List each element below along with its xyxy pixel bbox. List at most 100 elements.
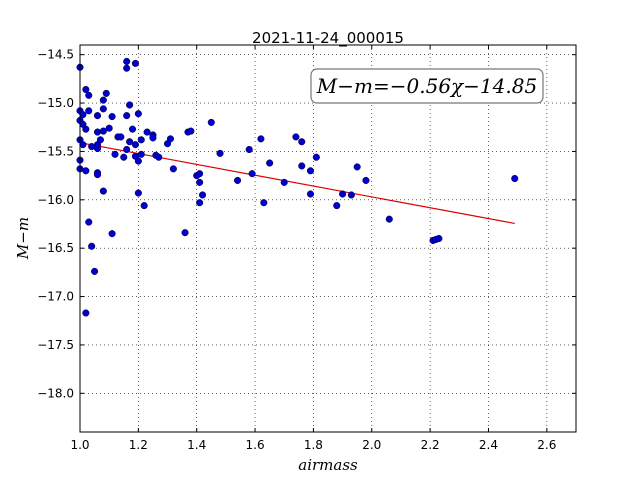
- data-point: [93, 144, 102, 153]
- data-point: [435, 234, 443, 243]
- data-point: [128, 125, 137, 133]
- data-point: [511, 174, 519, 183]
- data-point: [91, 267, 99, 275]
- data-point: [257, 135, 265, 143]
- data-point: [82, 309, 90, 317]
- data-point: [85, 218, 93, 226]
- data-point: [82, 167, 90, 175]
- data-point: [306, 167, 315, 175]
- data-point: [362, 176, 370, 184]
- data-point: [353, 163, 361, 171]
- x-axis-label: airmass: [298, 456, 358, 474]
- data-point: [79, 141, 87, 149]
- data-point: [260, 199, 268, 207]
- x-tick-label: 2.2: [421, 438, 440, 452]
- x-tick-label: 1.2: [129, 438, 148, 452]
- data-point: [99, 105, 107, 113]
- data-point: [85, 107, 93, 115]
- data-point: [93, 112, 102, 120]
- data-point: [131, 141, 139, 149]
- x-tick-label: 1.6: [246, 438, 265, 452]
- data-point: [347, 191, 355, 199]
- data-point: [149, 134, 157, 142]
- data-point: [134, 110, 142, 118]
- data-point: [79, 111, 87, 119]
- data-point: [245, 145, 253, 154]
- data-point: [99, 96, 107, 104]
- x-tick-label: 1.8: [304, 438, 323, 452]
- y-tick-label: −16.5: [37, 241, 74, 255]
- data-point: [196, 199, 204, 207]
- data-point: [187, 127, 195, 135]
- data-point: [306, 190, 315, 198]
- data-point: [166, 135, 174, 143]
- data-point: [99, 187, 107, 195]
- data-point: [85, 91, 93, 99]
- data-point: [333, 202, 341, 210]
- chart-title: 2021-11-24_000015: [252, 29, 404, 48]
- data-point: [120, 153, 128, 161]
- x-tick-label: 2.0: [362, 438, 381, 452]
- data-point: [198, 191, 207, 199]
- data-point: [108, 230, 116, 238]
- data-point: [196, 170, 204, 178]
- data-point: [137, 150, 145, 158]
- data-point: [196, 178, 204, 186]
- data-points: [76, 57, 519, 317]
- data-point: [298, 138, 306, 146]
- y-tick-label: −16.0: [37, 193, 74, 207]
- data-point: [248, 170, 256, 178]
- data-point: [298, 162, 306, 170]
- plot-frame: [79, 44, 577, 433]
- data-point: [216, 149, 224, 157]
- data-point: [99, 127, 107, 135]
- y-tick-label: −14.5: [37, 48, 74, 62]
- data-point: [292, 133, 300, 141]
- data-point: [312, 153, 320, 161]
- data-point: [108, 113, 116, 121]
- data-point: [126, 138, 134, 146]
- data-point: [143, 128, 151, 136]
- data-point: [117, 133, 125, 141]
- data-point: [155, 153, 163, 161]
- data-point: [234, 176, 242, 184]
- y-tick-label: −15.0: [37, 96, 74, 110]
- y-axis-label: M−m: [14, 217, 32, 260]
- annotation-box: [310, 68, 544, 104]
- data-point: [280, 178, 288, 186]
- data-point: [123, 112, 131, 120]
- data-point: [207, 118, 215, 126]
- y-tick-label: −15.5: [37, 144, 74, 158]
- data-point: [88, 242, 96, 250]
- y-tick-label: −17.5: [37, 338, 74, 352]
- fit-line: [79, 142, 515, 225]
- y-tick-label: −18.0: [37, 386, 74, 400]
- data-point: [96, 136, 104, 144]
- data-point: [126, 101, 134, 109]
- data-point: [137, 136, 145, 144]
- data-point: [123, 145, 131, 154]
- data-point: [93, 128, 102, 136]
- data-point: [339, 190, 347, 198]
- x-axis-ticks: 1.0 1.2 1.4 1.6 1.8 2.0 2.2 2.4 2.6: [70, 45, 556, 452]
- data-point: [102, 89, 110, 97]
- data-point: [266, 159, 274, 167]
- x-tick-label: 2.4: [479, 438, 498, 452]
- data-point: [385, 215, 393, 223]
- data-point: [131, 59, 139, 67]
- data-point: [105, 124, 113, 132]
- data-point: [82, 125, 90, 133]
- data-point: [134, 157, 142, 165]
- x-tick-label: 2.6: [537, 438, 556, 452]
- data-point: [181, 229, 189, 237]
- x-tick-label: 1.4: [187, 438, 206, 452]
- x-tick-label: 1.0: [70, 438, 89, 452]
- data-point: [111, 150, 119, 158]
- y-tick-label: −17.0: [37, 290, 74, 304]
- data-point: [123, 57, 131, 65]
- y-axis-ticks: −14.5 −15.0 −15.5 −16.0 −16.5 −17.0 −17.5 −18.0: [37, 48, 576, 400]
- data-point: [93, 171, 102, 179]
- fit-equation-annotation: M−m=−0.56χ−14.85: [316, 74, 537, 98]
- data-point: [123, 64, 131, 72]
